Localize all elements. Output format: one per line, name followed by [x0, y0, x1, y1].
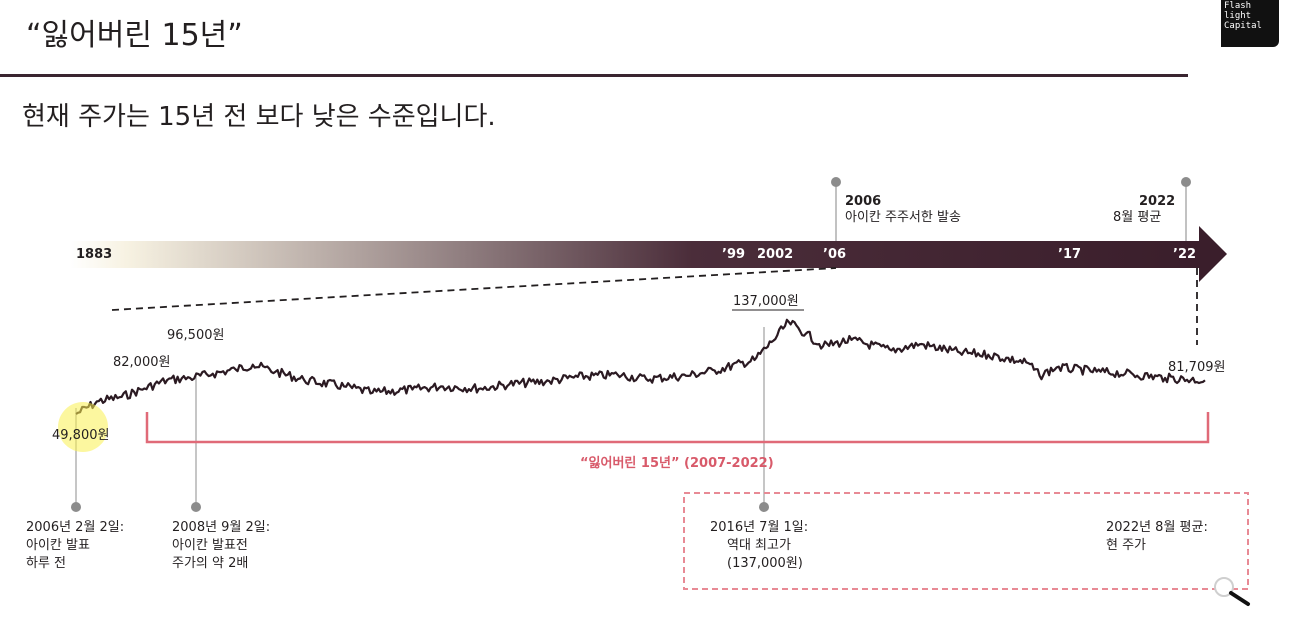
lost-period-bracket	[145, 412, 1210, 444]
caption-2008-line3: 주가의 약 2배	[172, 556, 249, 571]
caption-2022-line1: 2022년 8월 평균:	[1106, 520, 1208, 535]
leader-2016-dot	[759, 502, 769, 512]
magnifier-icon[interactable]	[1208, 574, 1252, 608]
highlight-box	[683, 492, 1249, 590]
caption-2008-line1: 2008년 9월 2일:	[172, 520, 271, 535]
price-series-line	[75, 318, 1206, 415]
caption-2022-line2: 현 주가	[1106, 538, 1147, 553]
page-title: “잃어버린 15년”	[26, 18, 243, 53]
callout-2006-text: 아이칸 주주서한 발송	[845, 210, 961, 225]
timeline-tick-06: ’06	[823, 247, 847, 262]
page-subtitle: 현재 주가는 15년 전 보다 낮은 수준입니다.	[22, 102, 496, 132]
timeline-tick-99: ’99	[722, 247, 746, 262]
timeline-arrowhead	[1199, 226, 1227, 282]
callout-2022-dot	[1181, 177, 1191, 187]
leader-2006-dot	[71, 502, 81, 512]
lost-period-label: “잃어버린 15년” (2007-2022)	[580, 456, 774, 471]
caption-2016-line2: 역대 최고가	[727, 538, 791, 553]
caption-2008-line2: 아이칸 발표전	[172, 538, 248, 553]
timeline-tick-22: ’22	[1173, 247, 1197, 262]
value-label-96500: 96,500원	[167, 328, 225, 343]
caption-2006-line3: 하루 전	[26, 556, 67, 571]
leader-2008-dot	[191, 502, 201, 512]
value-label-137000: 137,000원	[733, 294, 799, 309]
timeline-tick-17: ’17	[1058, 247, 1082, 262]
zoom-guide-left	[111, 267, 837, 311]
caption-2006-line2: 아이칸 발표	[26, 538, 90, 553]
callout-2022-year: 2022	[1139, 194, 1176, 209]
caption-2016-line3: (137,000원)	[727, 556, 803, 571]
callout-2006-dot	[831, 177, 841, 187]
cursor-highlight	[58, 402, 108, 452]
caption-2016-line1: 2016년 7월 1일:	[710, 520, 809, 535]
callout-2006-year: 2006	[845, 194, 882, 209]
timeline-bar	[70, 241, 1200, 268]
value-label-82000: 82,000원	[113, 355, 171, 370]
flashlight-capital-logo: Flash light Capital	[1221, 0, 1279, 47]
callout-2022-text: 8월 평균	[1113, 210, 1162, 225]
value-label-49800: 49,800원	[52, 428, 110, 443]
value-label-81709: 81,709원	[1168, 360, 1226, 375]
timeline-tick-1883: 1883	[76, 247, 113, 262]
timeline-tick-2002: 2002	[757, 247, 794, 262]
title-divider	[0, 74, 1188, 77]
caption-2006-line1: 2006년 2월 2일:	[26, 520, 125, 535]
